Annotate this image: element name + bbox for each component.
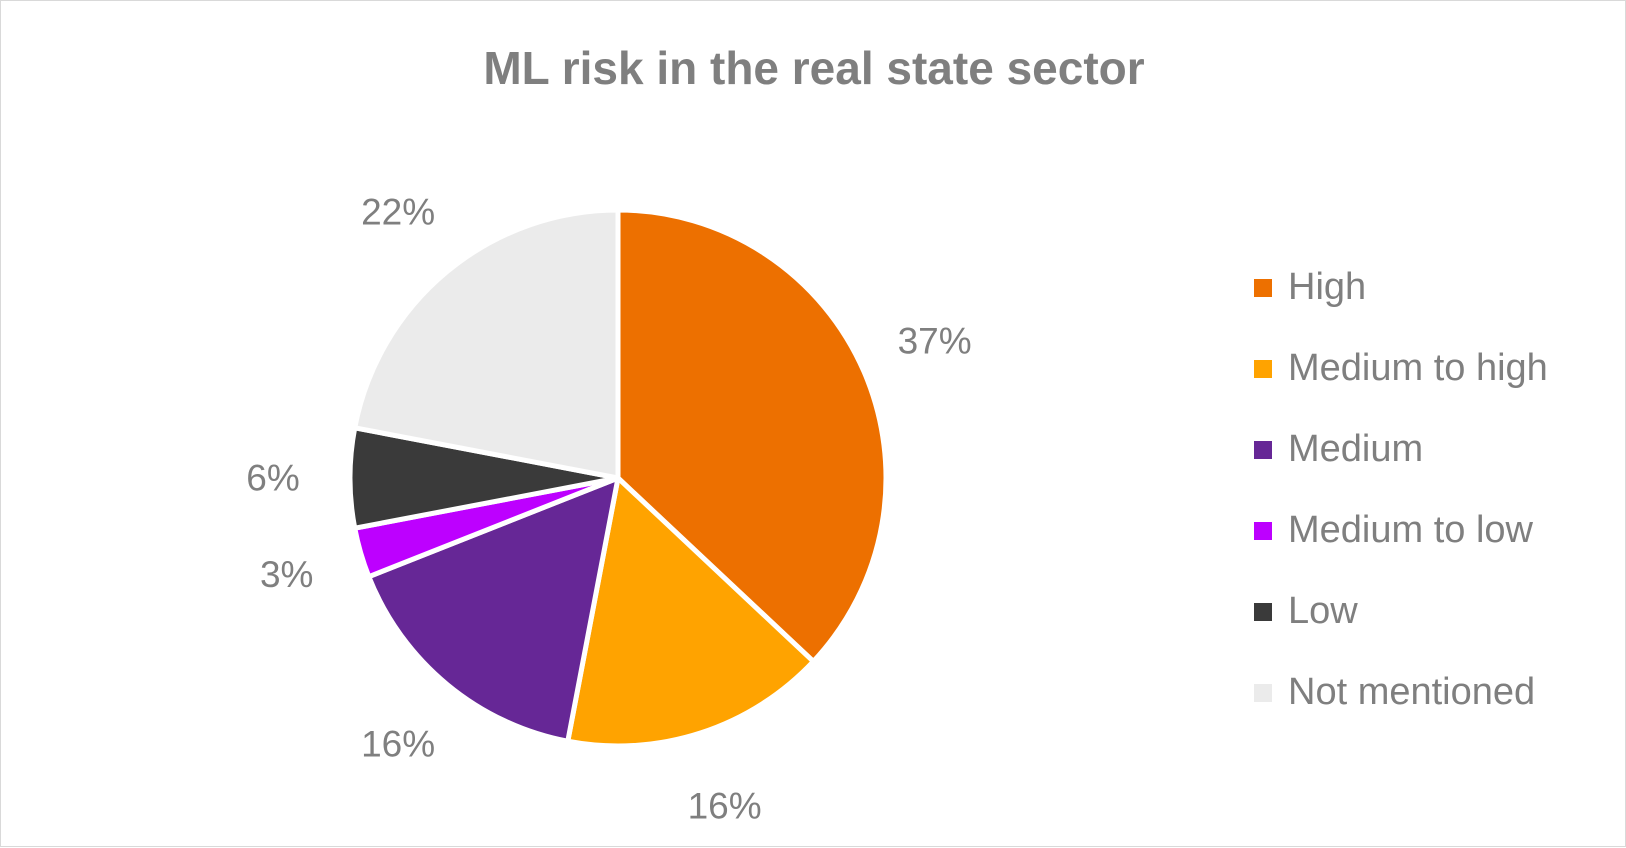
legend-item-medium-to-high: Medium to high: [1254, 328, 1548, 409]
pie-slice-medium: [366, 475, 621, 744]
legend-item-high: High: [1254, 247, 1548, 328]
pie-data-labels: 37% 16% 16% 3% 6% 22%: [246, 192, 971, 827]
legend-swatch: [1254, 278, 1272, 297]
legend-label: Medium to high: [1288, 347, 1548, 389]
data-label-medium-to-low: 3%: [260, 554, 313, 595]
pie-slice-high: [615, 207, 889, 664]
legend-swatch: [1254, 440, 1272, 459]
chart-legend: High Medium to high Medium Medium to low Low…: [1254, 247, 1548, 733]
data-label-medium: 16%: [361, 723, 435, 764]
legend-label: Not mentioned: [1288, 671, 1536, 713]
pie-slices: [347, 207, 889, 749]
legend-label: Medium to low: [1288, 509, 1533, 551]
pie-slice-medium-to-high: [565, 475, 816, 749]
legend-item-low: Low: [1254, 571, 1548, 652]
legend-label: High: [1288, 266, 1367, 308]
data-label-medium-to-high: 16%: [688, 786, 762, 827]
data-label-not-mentioned: 22%: [361, 192, 435, 233]
legend-item-medium-to-low: Medium to low: [1254, 490, 1548, 571]
legend-label: Low: [1288, 590, 1358, 632]
legend-swatch: [1254, 521, 1272, 540]
legend-swatch: [1254, 602, 1272, 621]
data-label-low: 6%: [246, 458, 299, 499]
data-label-high: 37%: [898, 321, 972, 362]
legend-label: Medium: [1288, 428, 1424, 470]
legend-item-not-mentioned: Not mentioned: [1254, 652, 1548, 733]
chart-title: ML risk in the real state sector: [483, 42, 1145, 94]
legend-swatch: [1254, 683, 1272, 702]
pie-slice-not-mentioned: [352, 207, 621, 481]
legend-swatch: [1254, 359, 1272, 378]
legend-item-medium: Medium: [1254, 409, 1548, 490]
